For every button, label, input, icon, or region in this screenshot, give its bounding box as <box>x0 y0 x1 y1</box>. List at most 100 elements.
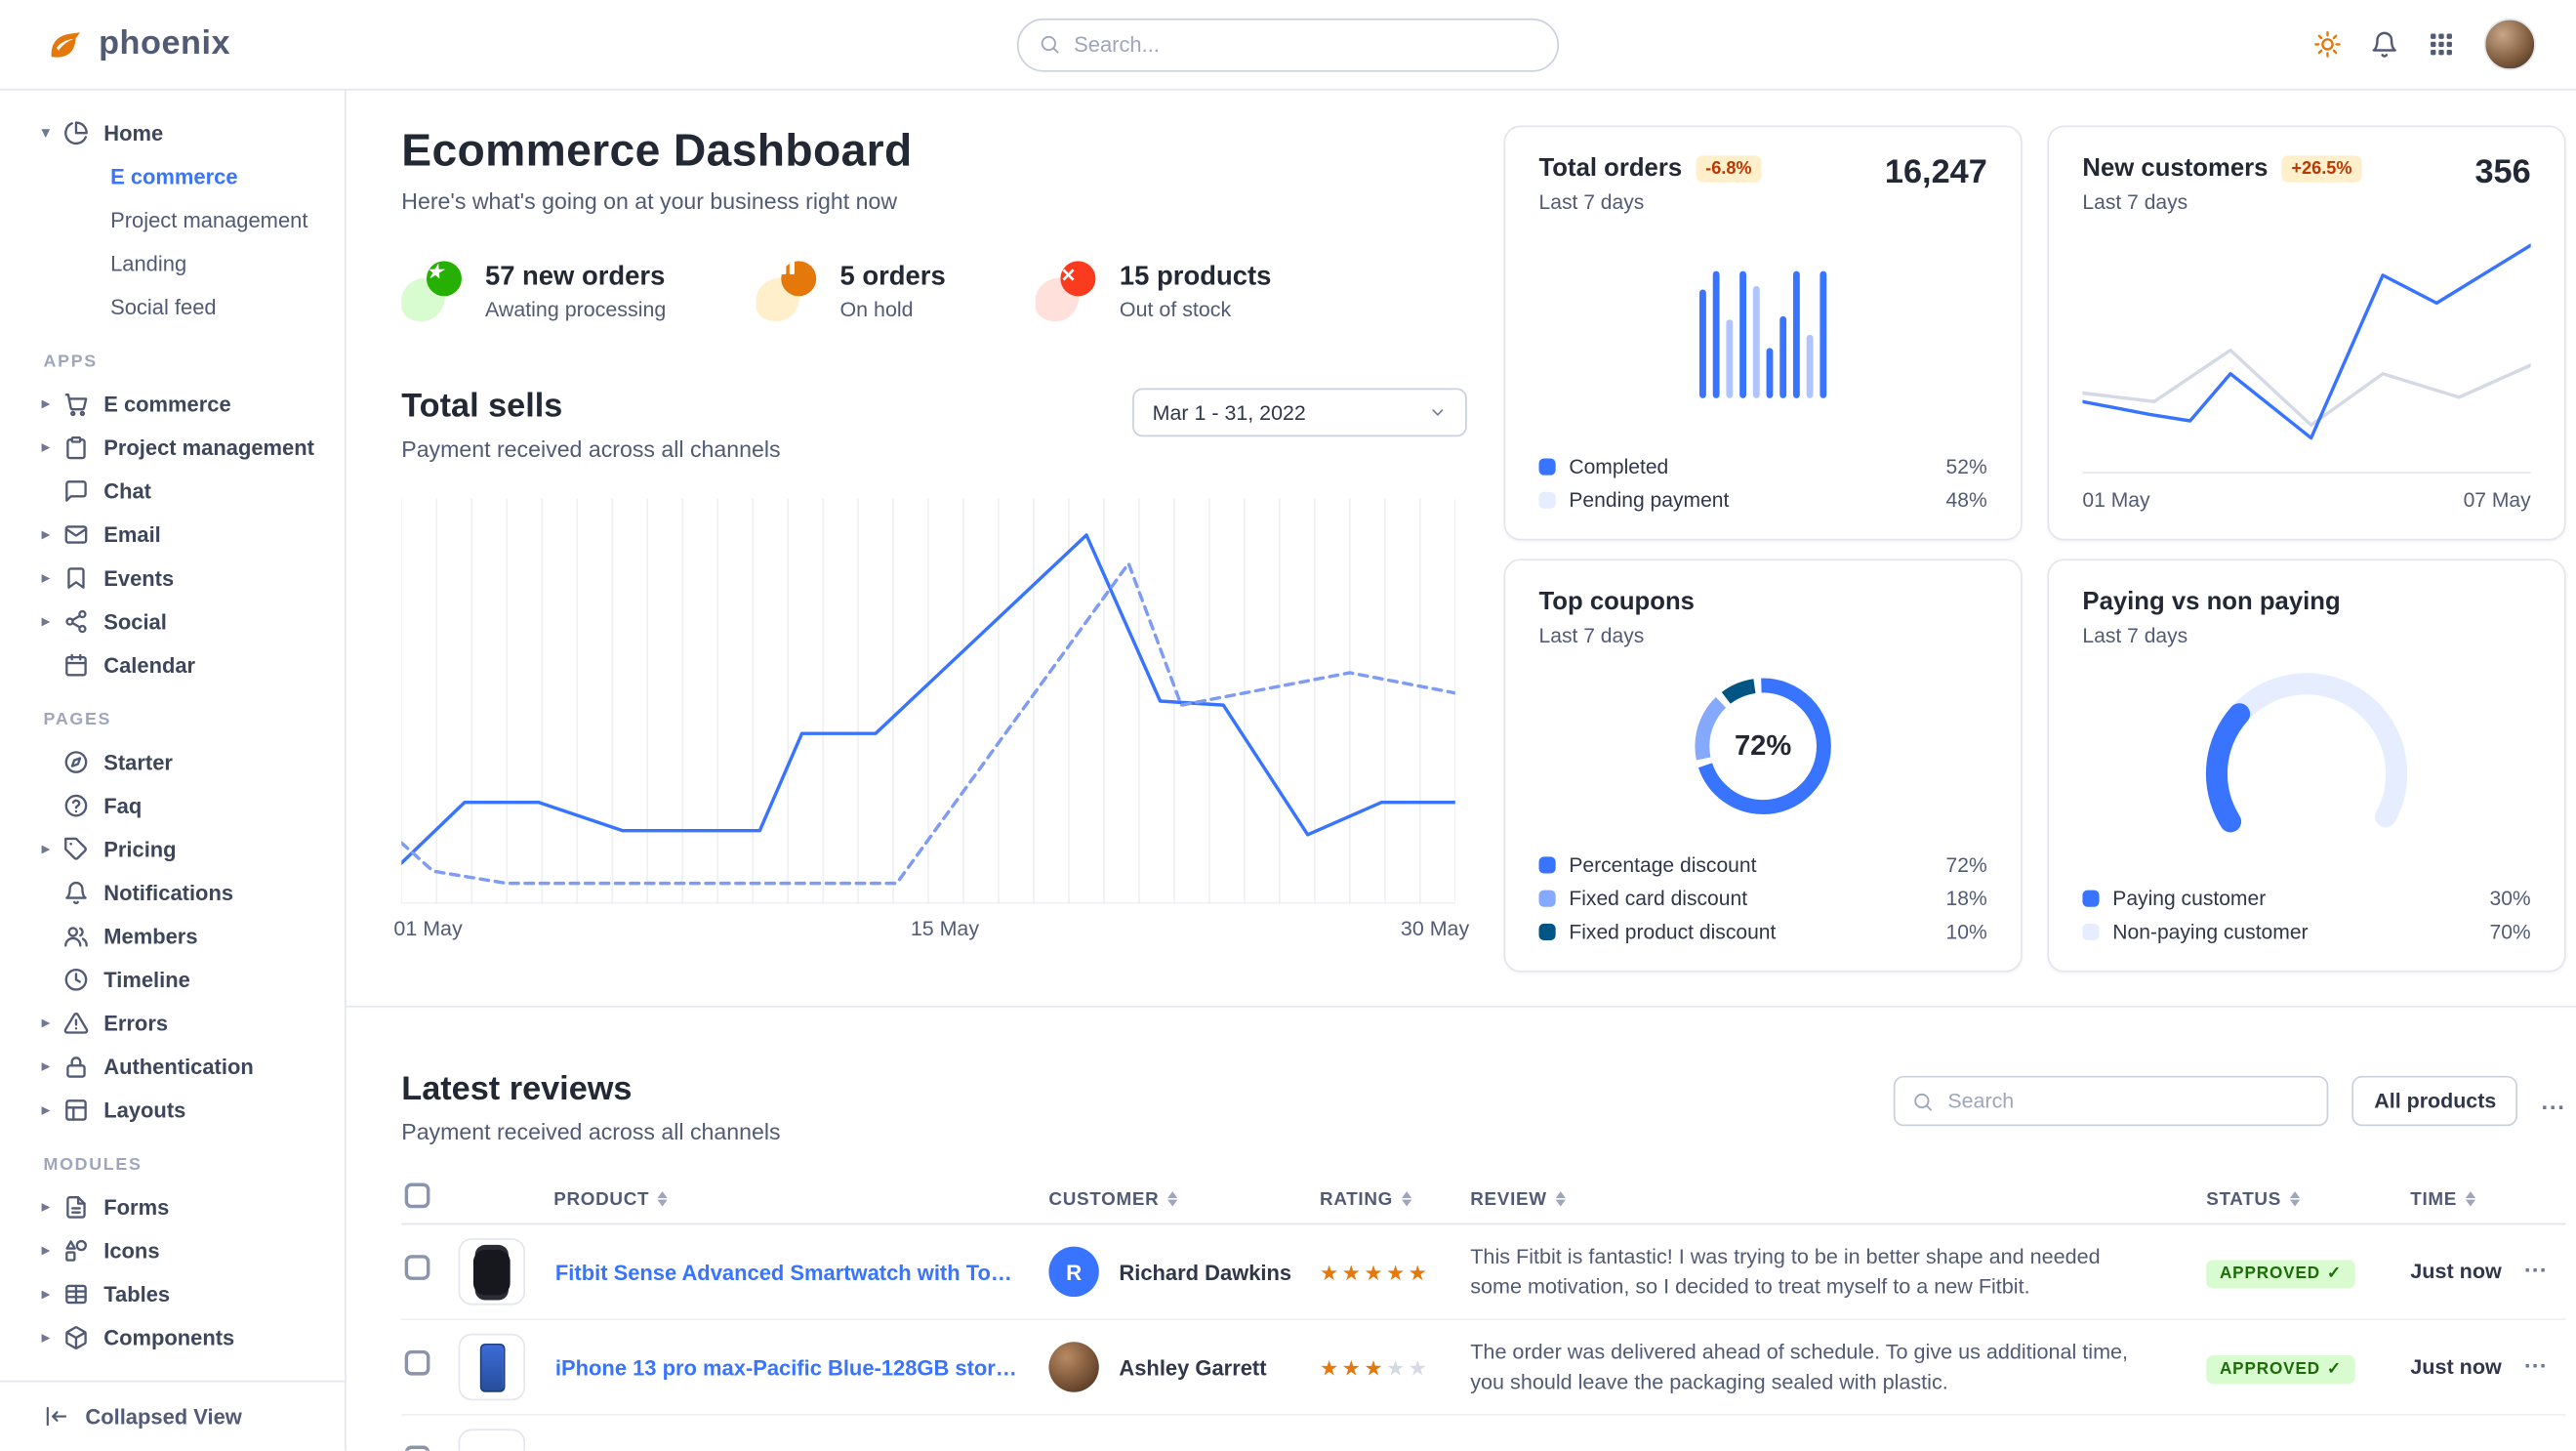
product-link[interactable]: Fitbit Sense Advanced Smartwatch with To… <box>554 1259 1024 1285</box>
sidebar-item-social-feed[interactable]: Social feed <box>110 293 217 319</box>
pie-icon <box>63 120 89 145</box>
sort-icon <box>1401 1190 1411 1207</box>
sidebar-item-project-management[interactable]: ▸ Project management <box>0 425 345 469</box>
collapsed-view-toggle[interactable]: Collapsed View <box>0 1380 346 1451</box>
stat-sub: Out of stock <box>1119 297 1232 321</box>
row-more-button[interactable]: ··· <box>2523 1256 2548 1284</box>
sidebar-item-pricing[interactable]: ▸ Pricing <box>0 827 345 871</box>
legend-label: Non-paying customer <box>2112 920 2309 944</box>
reviews-search <box>1894 1075 2330 1127</box>
order-bar <box>1726 319 1734 398</box>
top-coupons-center-value: 72% <box>1734 728 1792 761</box>
sidebar-item-faq[interactable]: Faq <box>0 783 345 827</box>
theme-toggle-button[interactable] <box>2313 30 2342 59</box>
sidebar-item-layouts[interactable]: ▸ Layouts <box>0 1088 345 1132</box>
reviews-search-input[interactable] <box>1947 1089 2311 1113</box>
sort-icon <box>1555 1190 1566 1207</box>
sidebar-item-forms[interactable]: ▸ Forms <box>0 1184 345 1228</box>
mail-icon <box>63 521 89 547</box>
sidebar-item-errors[interactable]: ▸ Errors <box>0 1001 345 1045</box>
calendar-icon <box>63 651 89 677</box>
sidebar-item-label: Events <box>103 564 175 591</box>
row-checkbox[interactable] <box>404 1445 430 1451</box>
sidebar-item-notifications[interactable]: Notifications <box>0 870 345 914</box>
new-customers-x-end: 07 May <box>2463 488 2531 513</box>
paying-legend: Paying customer 30% Non-paying customer 70% <box>2082 887 2531 944</box>
all-products-button[interactable]: All products <box>2352 1075 2518 1127</box>
rating-stars: ★★★★★ <box>1305 1354 1455 1380</box>
column-header-label: RATING <box>1320 1188 1394 1210</box>
caret-icon: ▸ <box>41 1327 50 1345</box>
sidebar-item-timeline[interactable]: Timeline <box>0 957 345 1001</box>
select-all-cell <box>401 1182 455 1216</box>
sidebar-item-home[interactable]: ▾ Home <box>0 110 345 154</box>
sidebar-item-members[interactable]: Members <box>0 914 345 958</box>
row-checkbox[interactable] <box>404 1349 430 1376</box>
sidebar-item-authentication[interactable]: ▸ Authentication <box>0 1044 345 1088</box>
column-header-review[interactable]: REVIEW <box>1455 1189 2191 1209</box>
stat-value: 15 products <box>1119 262 1272 291</box>
sidebar-item-components[interactable]: ▸ Components <box>0 1315 345 1359</box>
bell-icon <box>63 879 89 904</box>
paying-title: Paying vs non paying <box>2082 587 2341 616</box>
search-input[interactable] <box>1074 31 1537 58</box>
column-header-status[interactable]: STATUS <box>2191 1189 2395 1209</box>
sidebar-item-landing[interactable]: Landing <box>110 250 187 275</box>
sidebar-item-e-commerce[interactable]: ▸ E commerce <box>0 382 345 426</box>
row-more-button[interactable]: ··· <box>2523 1351 2548 1380</box>
sidebar-item-chat[interactable]: Chat <box>0 469 345 513</box>
notifications-button[interactable] <box>2370 30 2398 59</box>
legend-swatch <box>1538 458 1556 476</box>
x-axis-label: 15 May <box>910 917 980 941</box>
stat-blob-dot <box>781 261 817 297</box>
caret-icon: ▸ <box>41 567 50 585</box>
sidebar-item-icons[interactable]: ▸ Icons <box>0 1228 345 1272</box>
column-header-customer[interactable]: CUSTOMER <box>1034 1189 1305 1209</box>
total-orders-period: Last 7 days <box>1538 190 1645 215</box>
sort-icon <box>2465 1190 2475 1207</box>
legend-item-paying-customer: Paying customer 30% <box>2082 887 2531 910</box>
sidebar-item-tables[interactable]: ▸ Tables <box>0 1271 345 1315</box>
new-customers-value: 356 <box>2474 153 2531 191</box>
apps-menu-button[interactable] <box>2427 30 2455 59</box>
legend-label: Fixed product discount <box>1569 920 1777 944</box>
legend-value: 72% <box>1945 852 1987 877</box>
reviews-subtitle: Payment received across all channels <box>401 1119 781 1145</box>
sidebar-item-social[interactable]: ▸ Social <box>0 599 345 643</box>
row-actions-cell: ··· <box>2509 1352 2556 1383</box>
review-text: This Fitbit is fantastic! I was trying t… <box>1470 1244 2101 1299</box>
legend-item-non-paying-customer: Non-paying customer 70% <box>2082 920 2531 944</box>
column-header-rating[interactable]: RATING <box>1305 1188 1455 1210</box>
top-coupons-legend: Percentage discount 72% Fixed card discoun… <box>1538 852 1987 944</box>
order-bar <box>1806 334 1814 398</box>
sidebar-item-calendar[interactable]: Calendar <box>0 643 345 686</box>
product-link[interactable]: iPhone 13 pro max-Pacific Blue-128GB sto… <box>554 1354 1024 1380</box>
sort-icon <box>657 1190 669 1207</box>
legend-swatch <box>2082 890 2100 907</box>
reviews-more-button[interactable]: ... <box>2541 1087 2566 1115</box>
column-header-product[interactable]: PRODUCT <box>455 1189 1034 1209</box>
total-orders-bar-chart <box>1698 270 1827 398</box>
sidebar-item-starter[interactable]: Starter <box>0 739 345 783</box>
sidebar-item-email[interactable]: ▸ Email <box>0 512 345 556</box>
sidebar-item-e-commerce[interactable]: E commerce <box>110 163 238 188</box>
row-checkbox[interactable] <box>404 1255 430 1280</box>
new-customers-title: New customers <box>2082 153 2269 183</box>
caret-icon: ▸ <box>41 524 50 542</box>
total-orders-card: Total orders -6.8% Last 7 days 16,247 Co… <box>1503 125 2023 541</box>
total-orders-badge: -6.8% <box>1695 154 1762 182</box>
page-subtitle: Here's what's going on at your business … <box>401 188 898 215</box>
select-all-checkbox[interactable] <box>404 1182 430 1208</box>
stat-sub: On hold <box>839 297 914 321</box>
user-avatar[interactable] <box>2483 18 2536 70</box>
logo[interactable]: phoenix <box>44 23 347 65</box>
sidebar-item-project-management[interactable]: Project management <box>110 206 308 232</box>
column-header-time[interactable]: TIME <box>2395 1189 2510 1209</box>
new-customers-chart <box>2082 241 2530 455</box>
legend-label: Fixed card discount <box>1569 887 1748 911</box>
sidebar-item-events[interactable]: ▸ Events <box>0 556 345 600</box>
order-bar <box>1698 290 1707 398</box>
sort-icon <box>1167 1190 1178 1207</box>
paying-gauge-chart <box>2205 672 2408 870</box>
date-range-select[interactable]: Mar 1 - 31, 2022 <box>1132 388 1467 437</box>
